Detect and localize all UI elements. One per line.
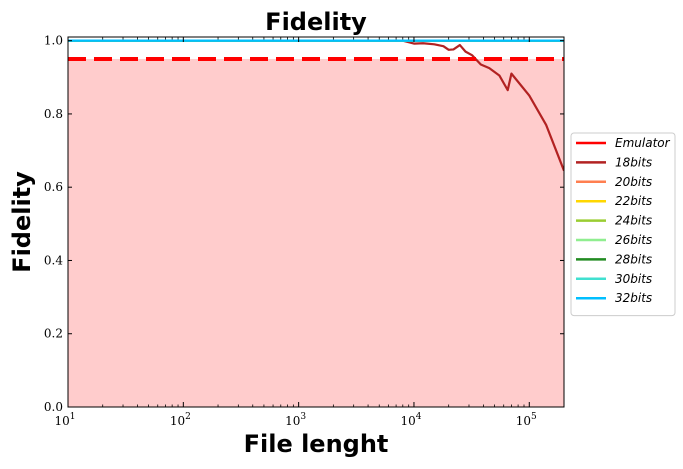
- x-tick-label: 102: [170, 412, 191, 428]
- legend-label-18bits: 18bits: [615, 155, 652, 169]
- y-tick-label: 0.2: [44, 327, 63, 341]
- legend-label-24bits: 24bits: [615, 214, 652, 228]
- legend-label-26bits: 26bits: [615, 233, 652, 247]
- series-line-18bits: [68, 39, 564, 172]
- emulator-shaded-region: [68, 58, 564, 408]
- legend-label-20bits: 20bits: [615, 175, 652, 189]
- y-tick-label: 0.8: [44, 107, 63, 121]
- plot-area: 0.0 0.2 0.4 0.6 0.8 1.0 101 102 103 104 105: [44, 34, 565, 428]
- y-tick-label: 0.0: [44, 400, 63, 414]
- legend-box: [570, 132, 676, 317]
- y-tick-label: 0.6: [44, 180, 63, 194]
- y-axis-title: Fidelity: [8, 171, 36, 273]
- legend: Emulator 18bits 20bits 22bits 24bits 26bits 28…: [570, 132, 676, 317]
- legend-label-Emulator: Emulator: [615, 136, 671, 150]
- axes-frame: [67, 36, 565, 408]
- x-tick-label: 103: [285, 412, 306, 428]
- x-tick-label: 101: [54, 412, 75, 428]
- legend-label-30bits: 30bits: [615, 272, 652, 286]
- chart-title: Fidelity: [265, 8, 367, 36]
- y-tick-label: 1.0: [44, 34, 63, 48]
- legend-label-32bits: 32bits: [615, 291, 652, 305]
- y-tick-label: 0.4: [44, 253, 63, 267]
- x-tick-label: 105: [516, 412, 537, 428]
- series-group: [68, 39, 564, 172]
- x-tick-label: 104: [400, 412, 421, 428]
- legend-label-22bits: 22bits: [615, 194, 652, 208]
- x-axis-title: File lenght: [244, 430, 389, 458]
- legend-label-28bits: 28bits: [615, 252, 652, 266]
